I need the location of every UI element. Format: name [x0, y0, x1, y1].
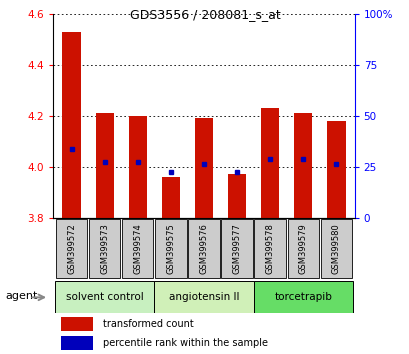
- Text: agent: agent: [5, 291, 38, 301]
- Bar: [253, 281, 352, 313]
- Bar: [227, 175, 245, 218]
- FancyBboxPatch shape: [56, 219, 87, 278]
- Bar: [55, 281, 154, 313]
- FancyBboxPatch shape: [221, 219, 252, 278]
- Text: GSM399574: GSM399574: [133, 223, 142, 274]
- Text: torcetrapib: torcetrapib: [274, 292, 331, 302]
- FancyBboxPatch shape: [155, 219, 186, 278]
- Text: GSM399572: GSM399572: [67, 223, 76, 274]
- FancyBboxPatch shape: [287, 219, 318, 278]
- Text: angiotensin II: angiotensin II: [169, 292, 238, 302]
- Bar: [326, 121, 345, 218]
- Bar: [62, 32, 81, 218]
- Text: GSM399575: GSM399575: [166, 223, 175, 274]
- Bar: [162, 177, 180, 218]
- FancyBboxPatch shape: [89, 219, 120, 278]
- FancyBboxPatch shape: [122, 219, 153, 278]
- FancyBboxPatch shape: [188, 219, 219, 278]
- Bar: [61, 316, 92, 331]
- Text: GSM399580: GSM399580: [331, 223, 340, 274]
- Text: GSM399579: GSM399579: [298, 223, 307, 274]
- Text: percentile rank within the sample: percentile rank within the sample: [103, 338, 267, 348]
- Bar: [194, 119, 213, 218]
- Bar: [261, 108, 279, 218]
- FancyBboxPatch shape: [320, 219, 351, 278]
- Text: transformed count: transformed count: [103, 319, 193, 329]
- Text: GSM399573: GSM399573: [100, 223, 109, 274]
- Text: solvent control: solvent control: [65, 292, 143, 302]
- Text: GDS3556 / 208081_s_at: GDS3556 / 208081_s_at: [129, 8, 280, 21]
- Bar: [128, 116, 146, 218]
- Text: GSM399576: GSM399576: [199, 223, 208, 274]
- FancyBboxPatch shape: [254, 219, 285, 278]
- Bar: [95, 113, 113, 218]
- Text: GSM399577: GSM399577: [232, 223, 241, 274]
- Bar: [294, 113, 312, 218]
- Bar: [61, 336, 92, 350]
- Text: GSM399578: GSM399578: [265, 223, 274, 274]
- Bar: [154, 281, 253, 313]
